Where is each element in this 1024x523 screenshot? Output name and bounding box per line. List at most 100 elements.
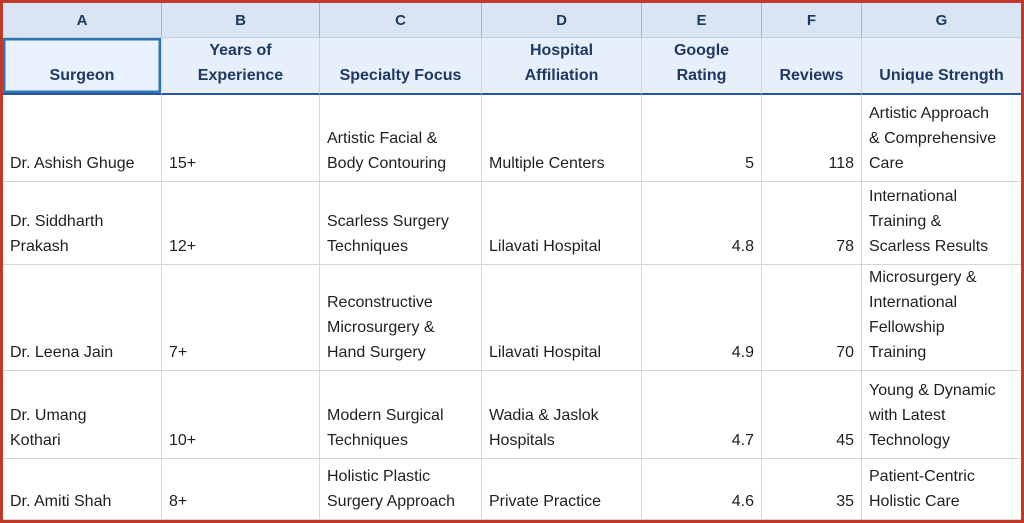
cell-E-row1[interactable]: 5 xyxy=(642,95,762,182)
header-cell-specialty-focus[interactable]: Specialty Focus xyxy=(320,38,482,95)
cell-A-row5[interactable]: Dr. Amiti Shah xyxy=(3,459,162,520)
column-letter-label: B xyxy=(235,11,246,29)
surgeon-name: Dr. Siddharth Prakash xyxy=(10,213,104,255)
hospital-affiliation: Multiple Centers xyxy=(489,155,605,172)
cell-C-row4[interactable]: Modern Surgical Techniques xyxy=(320,371,482,459)
cell-B-row1[interactable]: 15+ xyxy=(162,95,320,182)
column-letter-D[interactable]: D xyxy=(482,3,642,38)
reviews-count: 35 xyxy=(836,493,854,510)
header-cell-reviews[interactable]: Reviews xyxy=(762,38,862,95)
cell-D-row5[interactable]: Private Practice xyxy=(482,459,642,520)
header-label: Specialty Focus xyxy=(339,67,462,84)
column-letter-label: G xyxy=(935,11,948,29)
column-letter-label: C xyxy=(395,11,406,29)
column-letter-F[interactable]: F xyxy=(762,3,862,38)
google-rating: 4.9 xyxy=(731,344,754,361)
cell-C-row1[interactable]: Artistic Facial & Body Contouring xyxy=(320,95,482,182)
hospital-affiliation: Lilavati Hospital xyxy=(489,344,602,361)
column-letter-G[interactable]: G xyxy=(862,3,1021,38)
column-letter-label: A xyxy=(76,11,88,29)
cell-G-row1[interactable]: Artistic Approach & Comprehensive Care xyxy=(862,95,1021,182)
header-label: Unique Strength xyxy=(879,67,1004,84)
cell-C-row3[interactable]: Reconstructive Microsurgery & Hand Surge… xyxy=(320,265,482,371)
cell-C-row5[interactable]: Holistic Plastic Surgery Approach xyxy=(320,459,482,520)
years-experience: 7+ xyxy=(169,344,188,361)
years-experience: 10+ xyxy=(169,432,197,449)
column-letter-label: E xyxy=(696,11,707,29)
column-letter-B[interactable]: B xyxy=(162,3,320,38)
cell-D-row2[interactable]: Lilavati Hospital xyxy=(482,182,642,265)
unique-strength: Artistic Approach & Comprehensive Care xyxy=(869,105,997,172)
cell-F-row5[interactable]: 35 xyxy=(762,459,862,520)
cell-B-row5[interactable]: 8+ xyxy=(162,459,320,520)
cell-G-row5[interactable]: Patient-Centric Holistic Care xyxy=(862,459,1021,520)
reviews-count: 118 xyxy=(828,155,854,172)
header-label: Google Rating xyxy=(673,42,730,84)
unique-strength: Young & Dynamic with Latest Technology xyxy=(869,382,996,449)
column-letter-A[interactable]: A xyxy=(3,3,162,38)
cell-G-row2[interactable]: International Training & Scarless Result… xyxy=(862,182,1021,265)
header-label: Years of Experience xyxy=(197,42,284,84)
spreadsheet-grid: A B C D E F G Surgeon Years of Experienc… xyxy=(3,3,1021,520)
cell-B-row3[interactable]: 7+ xyxy=(162,265,320,371)
cell-F-row4[interactable]: 45 xyxy=(762,371,862,459)
unique-strength: Patient-Centric Holistic Care xyxy=(869,468,975,510)
header-label: Surgeon xyxy=(49,67,115,84)
years-experience: 8+ xyxy=(169,493,188,510)
google-rating: 5 xyxy=(745,155,754,172)
cell-E-row4[interactable]: 4.7 xyxy=(642,371,762,459)
cell-F-row2[interactable]: 78 xyxy=(762,182,862,265)
google-rating: 4.6 xyxy=(731,493,754,510)
cell-B-row2[interactable]: 12+ xyxy=(162,182,320,265)
cell-D-row3[interactable]: Lilavati Hospital xyxy=(482,265,642,371)
reviews-count: 78 xyxy=(836,238,854,255)
years-experience: 15+ xyxy=(169,155,197,172)
header-cell-unique-strength[interactable]: Unique Strength xyxy=(862,38,1021,95)
cell-F-row1[interactable]: 118 xyxy=(762,95,862,182)
header-cell-google-rating[interactable]: Google Rating xyxy=(642,38,762,95)
cell-C-row2[interactable]: Scarless Surgery Techniques xyxy=(320,182,482,265)
specialty-focus: Artistic Facial & Body Contouring xyxy=(327,130,447,172)
specialty-focus: Holistic Plastic Surgery Approach xyxy=(327,468,456,510)
cell-E-row2[interactable]: 4.8 xyxy=(642,182,762,265)
cell-E-row5[interactable]: 4.6 xyxy=(642,459,762,520)
header-cell-years-of-experience[interactable]: Years of Experience xyxy=(162,38,320,95)
cell-A-row3[interactable]: Dr. Leena Jain xyxy=(3,265,162,371)
specialty-focus: Reconstructive Microsurgery & Hand Surge… xyxy=(327,294,435,361)
cell-D-row4[interactable]: Wadia & Jaslok Hospitals xyxy=(482,371,642,459)
header-label: Hospital Affiliation xyxy=(524,42,599,84)
surgeon-name: Dr. Umang Kothari xyxy=(10,407,87,449)
column-letter-C[interactable]: C xyxy=(320,3,482,38)
column-letter-E[interactable]: E xyxy=(642,3,762,38)
reviews-count: 45 xyxy=(836,432,854,449)
google-rating: 4.7 xyxy=(731,432,754,449)
cell-F-row3[interactable]: 70 xyxy=(762,265,862,371)
column-letter-label: F xyxy=(806,11,817,29)
reviews-count: 70 xyxy=(836,344,854,361)
cell-A-row1[interactable]: Dr. Ashish Ghuge xyxy=(3,95,162,182)
unique-strength: International Training & Scarless Result… xyxy=(869,188,989,255)
hospital-affiliation: Lilavati Hospital xyxy=(489,238,602,255)
cell-D-row1[interactable]: Multiple Centers xyxy=(482,95,642,182)
header-label: Reviews xyxy=(779,67,844,84)
header-cell-hospital-affiliation[interactable]: Hospital Affiliation xyxy=(482,38,642,95)
years-experience: 12+ xyxy=(169,238,197,255)
cell-B-row4[interactable]: 10+ xyxy=(162,371,320,459)
cell-G-row3[interactable]: Microsurgery & International Fellowship … xyxy=(862,265,1021,371)
specialty-focus: Scarless Surgery Techniques xyxy=(327,213,449,255)
surgeon-name: Dr. Leena Jain xyxy=(10,344,114,361)
cell-E-row3[interactable]: 4.9 xyxy=(642,265,762,371)
google-rating: 4.8 xyxy=(731,238,754,255)
unique-strength: Microsurgery & International Fellowship … xyxy=(869,269,977,361)
surgeon-name: Dr. Ashish Ghuge xyxy=(10,155,135,172)
cell-A-row4[interactable]: Dr. Umang Kothari xyxy=(3,371,162,459)
surgeon-name: Dr. Amiti Shah xyxy=(10,493,112,510)
cell-A-row2[interactable]: Dr. Siddharth Prakash xyxy=(3,182,162,265)
header-cell-surgeon-selected[interactable]: Surgeon xyxy=(3,38,162,95)
hospital-affiliation: Private Practice xyxy=(489,493,602,510)
hospital-affiliation: Wadia & Jaslok Hospitals xyxy=(489,407,599,449)
specialty-focus: Modern Surgical Techniques xyxy=(327,407,444,449)
column-letter-label: D xyxy=(556,11,567,29)
cell-G-row4[interactable]: Young & Dynamic with Latest Technology xyxy=(862,371,1021,459)
